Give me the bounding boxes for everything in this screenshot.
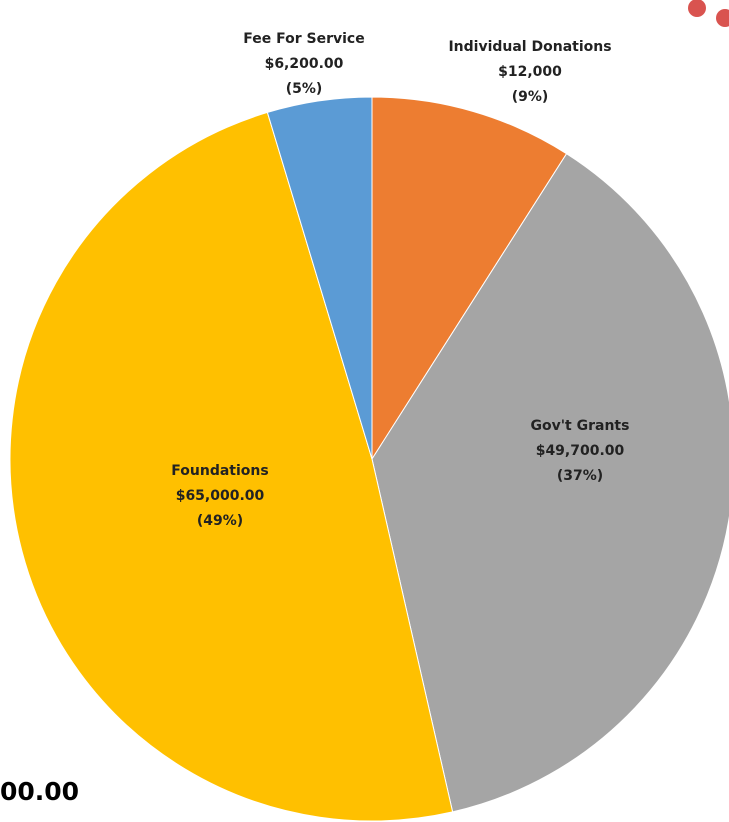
pie-slices [9, 96, 729, 822]
slice-label: Gov't Grants $49,700.00 (37%) [531, 418, 630, 484]
slice-percent-label: (9%) [512, 89, 549, 105]
slice-label: Individual Donations $12,000 (9%) [448, 39, 611, 105]
pie-slice-fee-for-service [266, 96, 373, 460]
decorative-dot-icon [716, 9, 729, 27]
slice-percent-label: (49%) [197, 513, 243, 529]
decorative-dot-icon [688, 0, 706, 17]
pie-slice-foundations [9, 111, 454, 822]
slice-value-label: $12,000 [498, 64, 562, 80]
slice-label: Foundations $65,000.00 (49%) [171, 463, 268, 529]
slice-category-label: Gov't Grants [531, 418, 630, 434]
pie-slice-individual-donations [371, 96, 568, 461]
partial-total-text: 00.00 [0, 777, 80, 806]
slice-category-label: Foundations [171, 463, 268, 479]
slice-value-label: $49,700.00 [536, 443, 625, 459]
slice-value-label: $65,000.00 [176, 488, 265, 504]
pie-labels: Individual Donations $12,000 (9%) Gov't Gra… [171, 31, 629, 529]
slice-value-label: $6,200.00 [265, 56, 344, 72]
slice-category-label: Fee For Service [243, 31, 364, 47]
slice-percent-label: (5%) [286, 81, 323, 97]
slice-category-label: Individual Donations [448, 39, 611, 55]
slice-label: Fee For Service $6,200.00 (5%) [243, 31, 364, 97]
slice-percent-label: (37%) [557, 468, 603, 484]
